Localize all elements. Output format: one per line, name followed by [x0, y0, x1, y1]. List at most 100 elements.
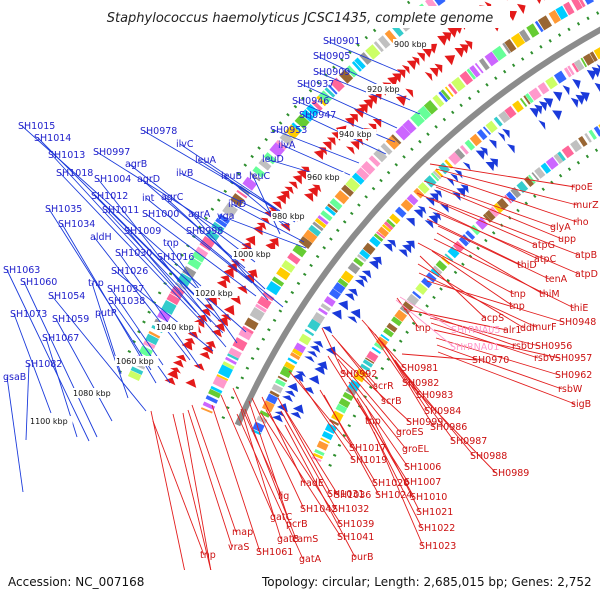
- feature-segment: [381, 223, 392, 233]
- feature-segment: [406, 193, 419, 206]
- feature-segment: [504, 38, 517, 53]
- feature-segment: [292, 244, 307, 258]
- reverse-gene-label: atpB: [575, 250, 597, 261]
- feature-segment: [244, 317, 259, 331]
- reverse-gene-label-leader-line: [365, 405, 421, 513]
- reverse-gene-label: tnp: [365, 416, 381, 427]
- forward-gene-label-leader-line: [51, 154, 197, 313]
- reverse-gene-label-leader-line: [281, 404, 339, 496]
- feature-segment: [329, 419, 340, 426]
- feature-segment: [145, 333, 159, 346]
- reverse-gene-label: tnp: [200, 550, 216, 561]
- reverse-gene-label-leader-line: [432, 198, 580, 256]
- feature-segment: [376, 231, 386, 239]
- feature-segment: [488, 206, 500, 218]
- forward-gene-arrow: [398, 249, 408, 258]
- feature-segment: [578, 135, 588, 147]
- forward-gene-label-leader-line: [164, 196, 266, 290]
- forward-gene-arrow: [450, 173, 459, 183]
- reverse-gene-label: SH1017: [349, 443, 386, 454]
- forward-gene-label: SH1018: [56, 168, 93, 179]
- feature-segment: [285, 124, 301, 140]
- reverse-gene-label-leader-line: [426, 218, 522, 266]
- forward-gene-arrow: [387, 239, 397, 248]
- reverse-gene-arrow: [247, 269, 258, 279]
- reverse-gene-label: SH1020: [372, 478, 409, 489]
- feature-segment: [391, 316, 403, 327]
- feature-segment: [466, 68, 477, 80]
- reverse-gene-label: rsbW: [558, 384, 583, 395]
- reverse-gene-label: SH0992: [340, 369, 377, 380]
- footer-backdrop: [0, 570, 600, 600]
- forward-gene-label: SH1009: [124, 226, 161, 237]
- reverse-gene-arrow: [401, 65, 410, 75]
- reverse-gene-label: SH1023: [419, 541, 456, 552]
- feature-segment: [127, 370, 142, 382]
- reverse-gene-label-leader-line: [260, 412, 342, 538]
- feature-segment: [459, 145, 469, 155]
- feature-segment: [385, 135, 400, 150]
- reverse-gene-label: acpS: [481, 313, 504, 324]
- feature-segment: [493, 202, 504, 214]
- feature-segment: [519, 29, 531, 43]
- feature-segment: [320, 437, 330, 444]
- feature-segment: [563, 67, 572, 78]
- feature-segment: [339, 69, 354, 84]
- feature-segment: [540, 162, 552, 174]
- forward-gene-label: SH1082: [25, 359, 62, 370]
- reverse-gene-label-leader-line: [417, 242, 515, 295]
- reverse-gene-label-leader-line: [437, 351, 576, 405]
- reverse-gene-arrow: [280, 190, 290, 200]
- forward-gene-label: int: [142, 193, 155, 204]
- reverse-gene-label: SH1019: [350, 455, 387, 466]
- reverse-gene-arrow: [349, 113, 358, 123]
- feature-segment: [534, 166, 546, 179]
- feature-segment: [293, 342, 307, 354]
- forward-gene-label: agrD: [137, 174, 160, 185]
- feature-segment: [338, 397, 351, 409]
- reverse-gene-label-leader-line: [240, 408, 282, 540]
- forward-gene-label: ilvB: [176, 168, 193, 179]
- feature-segment: [571, 0, 583, 11]
- reverse-gene-arrow: [205, 340, 216, 349]
- forward-gene-label: SH0998: [186, 226, 223, 237]
- feature-segment: [242, 176, 258, 191]
- reverse-gene-arrow: [245, 235, 256, 246]
- feature-segment: [242, 325, 254, 335]
- feature-segment: [236, 189, 248, 199]
- feature-segment: [496, 197, 509, 211]
- feature-segment: [328, 288, 341, 300]
- forward-gene-arrow: [304, 356, 315, 363]
- feature-segment: [291, 122, 303, 133]
- forward-gene-arrow: [575, 94, 586, 105]
- reverse-gene-label: atpD: [575, 269, 598, 280]
- feature-segment: [567, 65, 575, 76]
- reverse-gene-arrow: [276, 194, 287, 205]
- forward-gene-label: aldH: [90, 232, 112, 243]
- feature-segment: [588, 129, 597, 140]
- reverse-gene-arrow: [363, 98, 374, 109]
- forward-gene-arrow: [314, 365, 325, 375]
- feature-segment: [373, 41, 384, 53]
- feature-segment: [355, 167, 370, 181]
- reverse-gene-arrow: [202, 344, 214, 355]
- feature-segment: [294, 114, 310, 129]
- forward-gene-label: SH1059: [52, 314, 89, 325]
- reverse-gene-label-leader-line: [440, 175, 578, 223]
- reverse-gene-arrow: [424, 71, 433, 82]
- reverse-gene-arrow: [406, 60, 417, 70]
- feature-segment: [259, 410, 270, 418]
- forward-gene-label-leader-line: [145, 213, 257, 297]
- feature-segment: [553, 70, 567, 84]
- forward-gene-arrow: [552, 110, 562, 121]
- reverse-gene-label: SH1031: [327, 489, 364, 500]
- feature-segment: [347, 379, 361, 392]
- reverse-gene-label: rsbU: [512, 341, 534, 352]
- reverse-gene-label-leader-line: [431, 250, 514, 307]
- feature-segment: [434, 0, 446, 6]
- reverse-gene-label: SH1024: [375, 490, 412, 501]
- feature-segment: [311, 100, 323, 112]
- forward-gene-arrow: [562, 85, 570, 96]
- feature-segment: [166, 293, 181, 306]
- reverse-gene-label: scrR: [373, 381, 394, 392]
